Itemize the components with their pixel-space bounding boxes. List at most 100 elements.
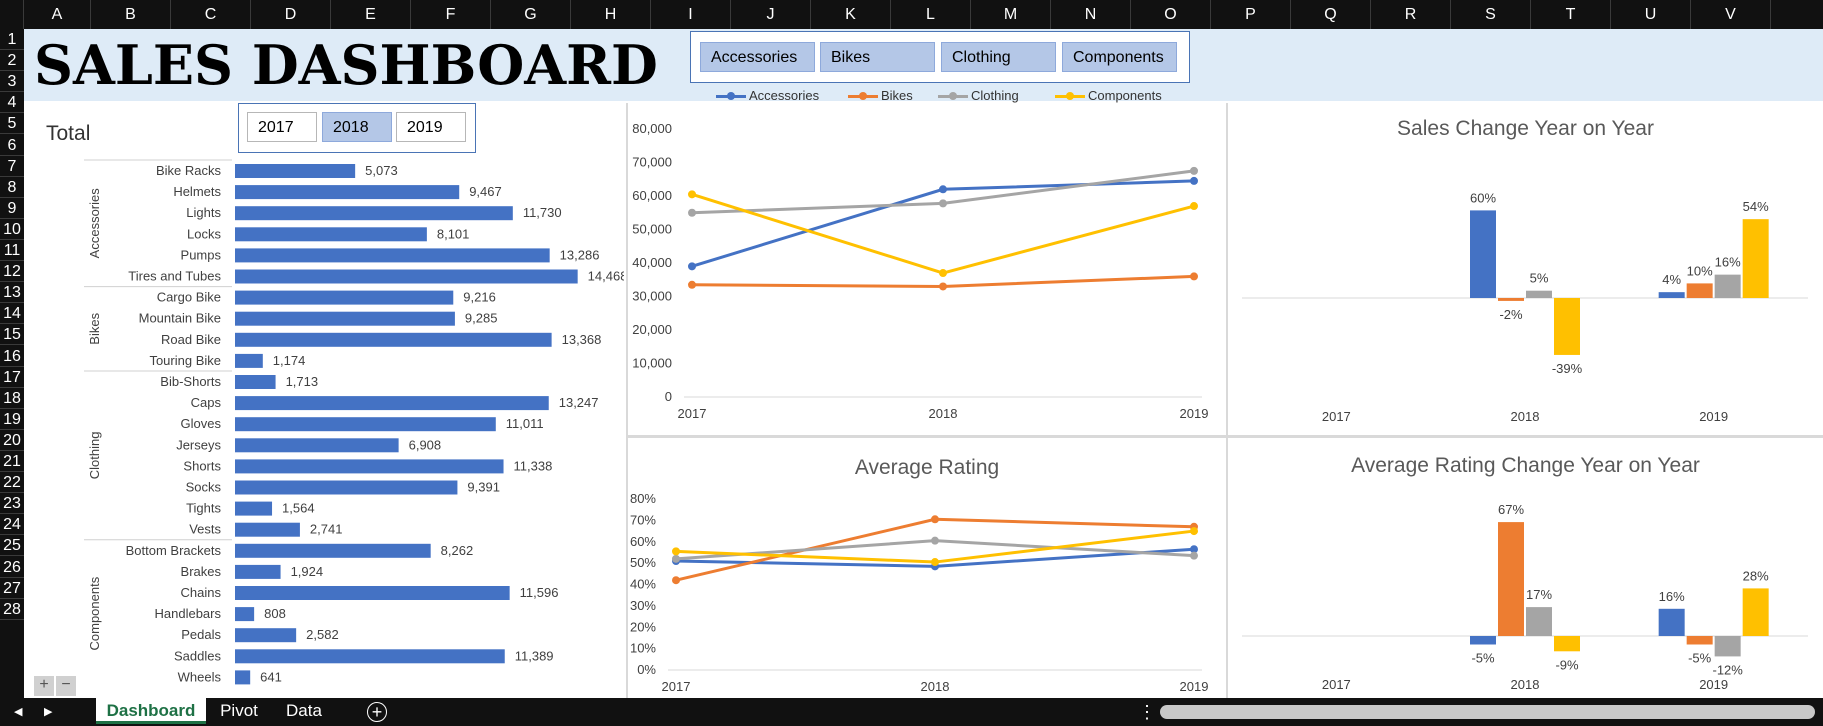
data-label: 16%	[1659, 589, 1685, 604]
chart-legend: Accessories Bikes Clothing Components	[690, 85, 1190, 107]
column-header-r[interactable]: R	[1371, 0, 1451, 29]
bar-bikes	[1686, 636, 1713, 645]
scroll-left-icon[interactable]: ◀	[14, 706, 23, 718]
group-label: Clothing	[87, 432, 102, 480]
row-header-19[interactable]: 19	[0, 409, 24, 430]
row-header-27[interactable]: 27	[0, 578, 24, 599]
sheet-tab-pivot[interactable]: Pivot	[220, 701, 258, 720]
row-header-11[interactable]: 11	[0, 240, 24, 261]
year-slicer-item-2017[interactable]: 2017	[247, 112, 317, 142]
data-point	[931, 515, 939, 524]
row-header-9[interactable]: 9	[0, 198, 24, 219]
column-header-c[interactable]: C	[171, 0, 251, 29]
data-label: 17%	[1526, 587, 1552, 602]
y-tick-label: 60,000	[632, 188, 672, 203]
column-header-d[interactable]: D	[251, 0, 331, 29]
column-header-h[interactable]: H	[571, 0, 651, 29]
column-header-o[interactable]: O	[1131, 0, 1211, 29]
column-header-l[interactable]: L	[891, 0, 971, 29]
row-header-20[interactable]: 20	[0, 430, 24, 451]
year-slicer-item-2019[interactable]: 2019	[396, 112, 466, 142]
category-label: Shorts	[183, 458, 221, 473]
slicer-item-components[interactable]: Components	[1062, 42, 1177, 72]
row-header-13[interactable]: 13	[0, 282, 24, 304]
sheet-tab-data[interactable]: Data	[286, 701, 322, 720]
row-header-24[interactable]: 24	[0, 514, 24, 536]
column-header-n[interactable]: N	[1051, 0, 1131, 29]
y-tick-label: 60%	[630, 534, 656, 549]
x-tick-label: 2019	[1699, 409, 1728, 424]
data-label: 11,389	[515, 648, 554, 663]
row-header-10[interactable]: 10	[0, 219, 24, 240]
column-header-g[interactable]: G	[491, 0, 571, 29]
column-header-u[interactable]: U	[1611, 0, 1691, 29]
slicer-item-bikes[interactable]: Bikes	[820, 42, 935, 72]
bar	[235, 649, 505, 664]
add-sheet-icon[interactable]: +	[367, 702, 387, 722]
year-slicer-item-2018[interactable]: 2018	[322, 112, 392, 142]
data-label: 2,741	[310, 522, 343, 537]
column-header-p[interactable]: P	[1211, 0, 1291, 29]
column-header-e[interactable]: E	[331, 0, 411, 29]
row-header-17[interactable]: 17	[0, 367, 24, 388]
row-header-15[interactable]: 15	[0, 324, 24, 346]
horizontal-scrollbar[interactable]	[1160, 705, 1815, 719]
column-header-f[interactable]: F	[411, 0, 491, 29]
row-header-12[interactable]: 12	[0, 261, 24, 283]
bar	[235, 628, 297, 643]
bar-components	[1742, 219, 1769, 298]
category-label: Gloves	[181, 416, 222, 431]
group-label: Accessories	[87, 188, 102, 259]
slicer-item-accessories[interactable]: Accessories	[700, 42, 815, 72]
column-header-s[interactable]: S	[1451, 0, 1531, 29]
rating-line-chart: Average Rating 0% 10% 20% 30% 40% 50% 60% 70% 80%…	[628, 438, 1226, 698]
row-header-21[interactable]: 21	[0, 451, 24, 472]
row-header-4[interactable]: 4	[0, 92, 24, 114]
slicer-item-clothing[interactable]: Clothing	[941, 42, 1056, 72]
row-header-16[interactable]: 16	[0, 346, 24, 367]
row-header-18[interactable]: 18	[0, 388, 24, 409]
row-header-7[interactable]: 7	[0, 156, 24, 177]
sales-line-chart: 0 10,000 20,000 30,000 40,000 50,000 60,000 70,…	[628, 103, 1226, 435]
column-header-a[interactable]: A	[24, 0, 91, 29]
column-header-t[interactable]: T	[1531, 0, 1611, 29]
data-label: 1,713	[286, 374, 319, 389]
select-all-corner[interactable]	[0, 0, 24, 29]
panel-divider	[1226, 103, 1228, 698]
row-header-25[interactable]: 25	[0, 535, 24, 557]
data-label: 8,262	[441, 543, 474, 558]
row-header-26[interactable]: 26	[0, 557, 24, 578]
data-point	[688, 208, 696, 217]
category-label: Mountain Bike	[139, 311, 221, 326]
column-header-i[interactable]: I	[651, 0, 731, 29]
row-header-23[interactable]: 23	[0, 493, 24, 515]
bar	[235, 607, 255, 622]
category-label: Bottom Brackets	[126, 543, 222, 558]
bar-bikes	[1686, 283, 1713, 298]
sheet-menu-icon[interactable]: ⋮	[1138, 702, 1156, 722]
column-header-q[interactable]: Q	[1291, 0, 1371, 29]
category-label: Tires and Tubes	[128, 269, 221, 284]
row-header-3[interactable]: 3	[0, 71, 24, 93]
collapse-button[interactable]: −	[56, 676, 76, 696]
scroll-right-icon[interactable]: ▶	[44, 706, 53, 718]
row-header-28[interactable]: 28	[0, 599, 24, 620]
row-header-22[interactable]: 22	[0, 472, 24, 494]
data-label: 11,730	[523, 205, 562, 220]
row-header-6[interactable]: 6	[0, 135, 24, 156]
column-header-k[interactable]: K	[811, 0, 891, 29]
row-header-2[interactable]: 2	[0, 50, 24, 72]
row-header-1[interactable]: 1	[0, 29, 24, 50]
expand-button[interactable]: +	[34, 676, 54, 696]
sheet-tab-dashboard[interactable]: Dashboard	[96, 698, 206, 724]
row-header-14[interactable]: 14	[0, 303, 24, 325]
column-header-j[interactable]: J	[731, 0, 811, 29]
row-header-5[interactable]: 5	[0, 113, 24, 135]
data-label: -5%	[1471, 651, 1495, 666]
column-header-b[interactable]: B	[91, 0, 171, 29]
y-tick-label: 80%	[630, 491, 656, 506]
row-header-8[interactable]: 8	[0, 177, 24, 198]
column-header-m[interactable]: M	[971, 0, 1051, 29]
column-header-v[interactable]: V	[1691, 0, 1771, 29]
category-label: Handlebars	[155, 606, 222, 621]
